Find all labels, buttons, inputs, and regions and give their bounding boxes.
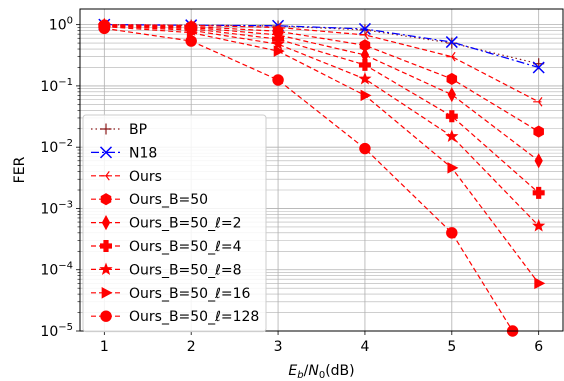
star-marker xyxy=(445,129,459,142)
legend-item: Ours_B=50_ℓ=8 xyxy=(91,262,242,278)
axis-ticks: 1 2 3 4 5 6 10−5 10−4 10−3 10−2 10−1 100 xyxy=(40,16,543,355)
series-BP xyxy=(98,19,545,70)
circle-marker xyxy=(98,22,111,35)
thin-diamond-marker xyxy=(101,214,111,231)
y-tick-label: 10−1 xyxy=(40,77,73,95)
series-Ours_B=50_ℓ=128 xyxy=(98,22,519,337)
legend-label: Ours_B=50_ℓ=2 xyxy=(129,216,242,232)
filled-plus-marker xyxy=(100,240,112,252)
y-tick-label: 10−2 xyxy=(40,138,73,156)
x-tick-label: 5 xyxy=(447,339,456,355)
legend-item: Ours_B=50_ℓ=4 xyxy=(91,239,242,255)
triangle-right-marker xyxy=(101,287,113,299)
hexagon-marker xyxy=(100,193,112,206)
x-tick-label: 3 xyxy=(274,339,283,355)
series-Ours_B=50_ℓ=16 xyxy=(99,20,546,290)
triangle-right-marker xyxy=(273,45,285,57)
hexagon-marker xyxy=(533,125,544,138)
series-Ours xyxy=(98,19,543,107)
y-tick-label: 10−3 xyxy=(40,199,73,217)
series-line xyxy=(104,24,539,69)
x-tick-label: 2 xyxy=(187,339,196,355)
y-tick-label: 100 xyxy=(49,16,73,34)
filled-plus-marker xyxy=(358,58,371,71)
legend-label: Ours xyxy=(129,169,162,185)
legend: BP N18 Ours Ours_B=50 Ours_B=50_ℓ=2 Ours_B=50… xyxy=(82,114,267,333)
legend-label: Ours_B=50_ℓ=4 xyxy=(129,239,242,255)
legend-label: Ours_B=50_ℓ=8 xyxy=(129,262,242,278)
series-line xyxy=(104,24,539,133)
triangle-right-marker xyxy=(534,277,546,290)
tri-left-marker xyxy=(533,97,543,107)
legend-item: N18 xyxy=(91,145,157,161)
x-marker xyxy=(532,61,545,74)
circle-marker xyxy=(100,310,112,322)
circle-marker xyxy=(272,74,284,86)
series-line xyxy=(104,24,540,162)
legend-item: Ours_B=50 xyxy=(91,192,208,208)
star-marker xyxy=(532,218,546,232)
star-marker xyxy=(99,262,113,276)
legend-box xyxy=(82,114,267,333)
plot-frame xyxy=(79,8,564,332)
filled-plus-marker xyxy=(445,110,458,123)
x-marker xyxy=(445,36,458,49)
legend-item: Ours xyxy=(91,169,162,185)
legend-label: Ours_B=50 xyxy=(129,192,208,208)
plus-marker xyxy=(100,123,112,135)
y-tick-label: 10−5 xyxy=(40,322,73,340)
legend-label: Ours_B=50_ℓ=128 xyxy=(129,309,259,325)
tri-left-marker xyxy=(359,30,369,40)
x-tick-label: 1 xyxy=(100,339,109,355)
y-axis-label: FER xyxy=(12,156,28,183)
legend-label: Ours_B=50_ℓ=16 xyxy=(129,286,251,302)
legend-label: N18 xyxy=(129,145,157,161)
series-line xyxy=(104,24,539,103)
triangle-right-marker xyxy=(360,89,372,102)
series-Ours_B=50_ℓ=8 xyxy=(97,19,546,232)
thin-diamond-marker xyxy=(534,153,543,169)
x-marker xyxy=(358,22,371,35)
thin-diamond-marker xyxy=(447,87,456,103)
y-tick-label: 10−4 xyxy=(40,261,73,279)
x-marker xyxy=(99,146,113,159)
star-marker xyxy=(358,72,372,85)
circle-marker xyxy=(185,35,197,47)
legend-item: BP xyxy=(91,122,147,138)
star-marker xyxy=(271,37,285,50)
series-line xyxy=(104,27,514,332)
tri-left-marker xyxy=(446,51,456,62)
legend-item: Ours_B=50_ℓ=16 xyxy=(91,286,251,302)
triangle-right-marker xyxy=(447,162,459,174)
x-tick-label: 4 xyxy=(360,339,369,355)
series-line xyxy=(104,25,540,227)
tri-left-marker xyxy=(100,171,110,181)
hexagon-marker xyxy=(446,72,458,86)
legend-item: Ours_B=50_ℓ=128 xyxy=(91,309,259,325)
triangle-right-marker xyxy=(186,26,198,39)
series-line xyxy=(104,25,540,194)
series-line xyxy=(104,25,540,284)
circle-marker xyxy=(359,142,371,155)
circle-marker xyxy=(446,227,458,239)
legend-item: Ours_B=50_ℓ=2 xyxy=(91,214,242,232)
legend-label: BP xyxy=(129,122,147,138)
x-tick-label: 6 xyxy=(534,339,543,355)
x-axis-label: Eb/N0(dB) xyxy=(288,363,354,381)
series-layer xyxy=(97,17,546,337)
filled-plus-marker xyxy=(532,186,545,199)
